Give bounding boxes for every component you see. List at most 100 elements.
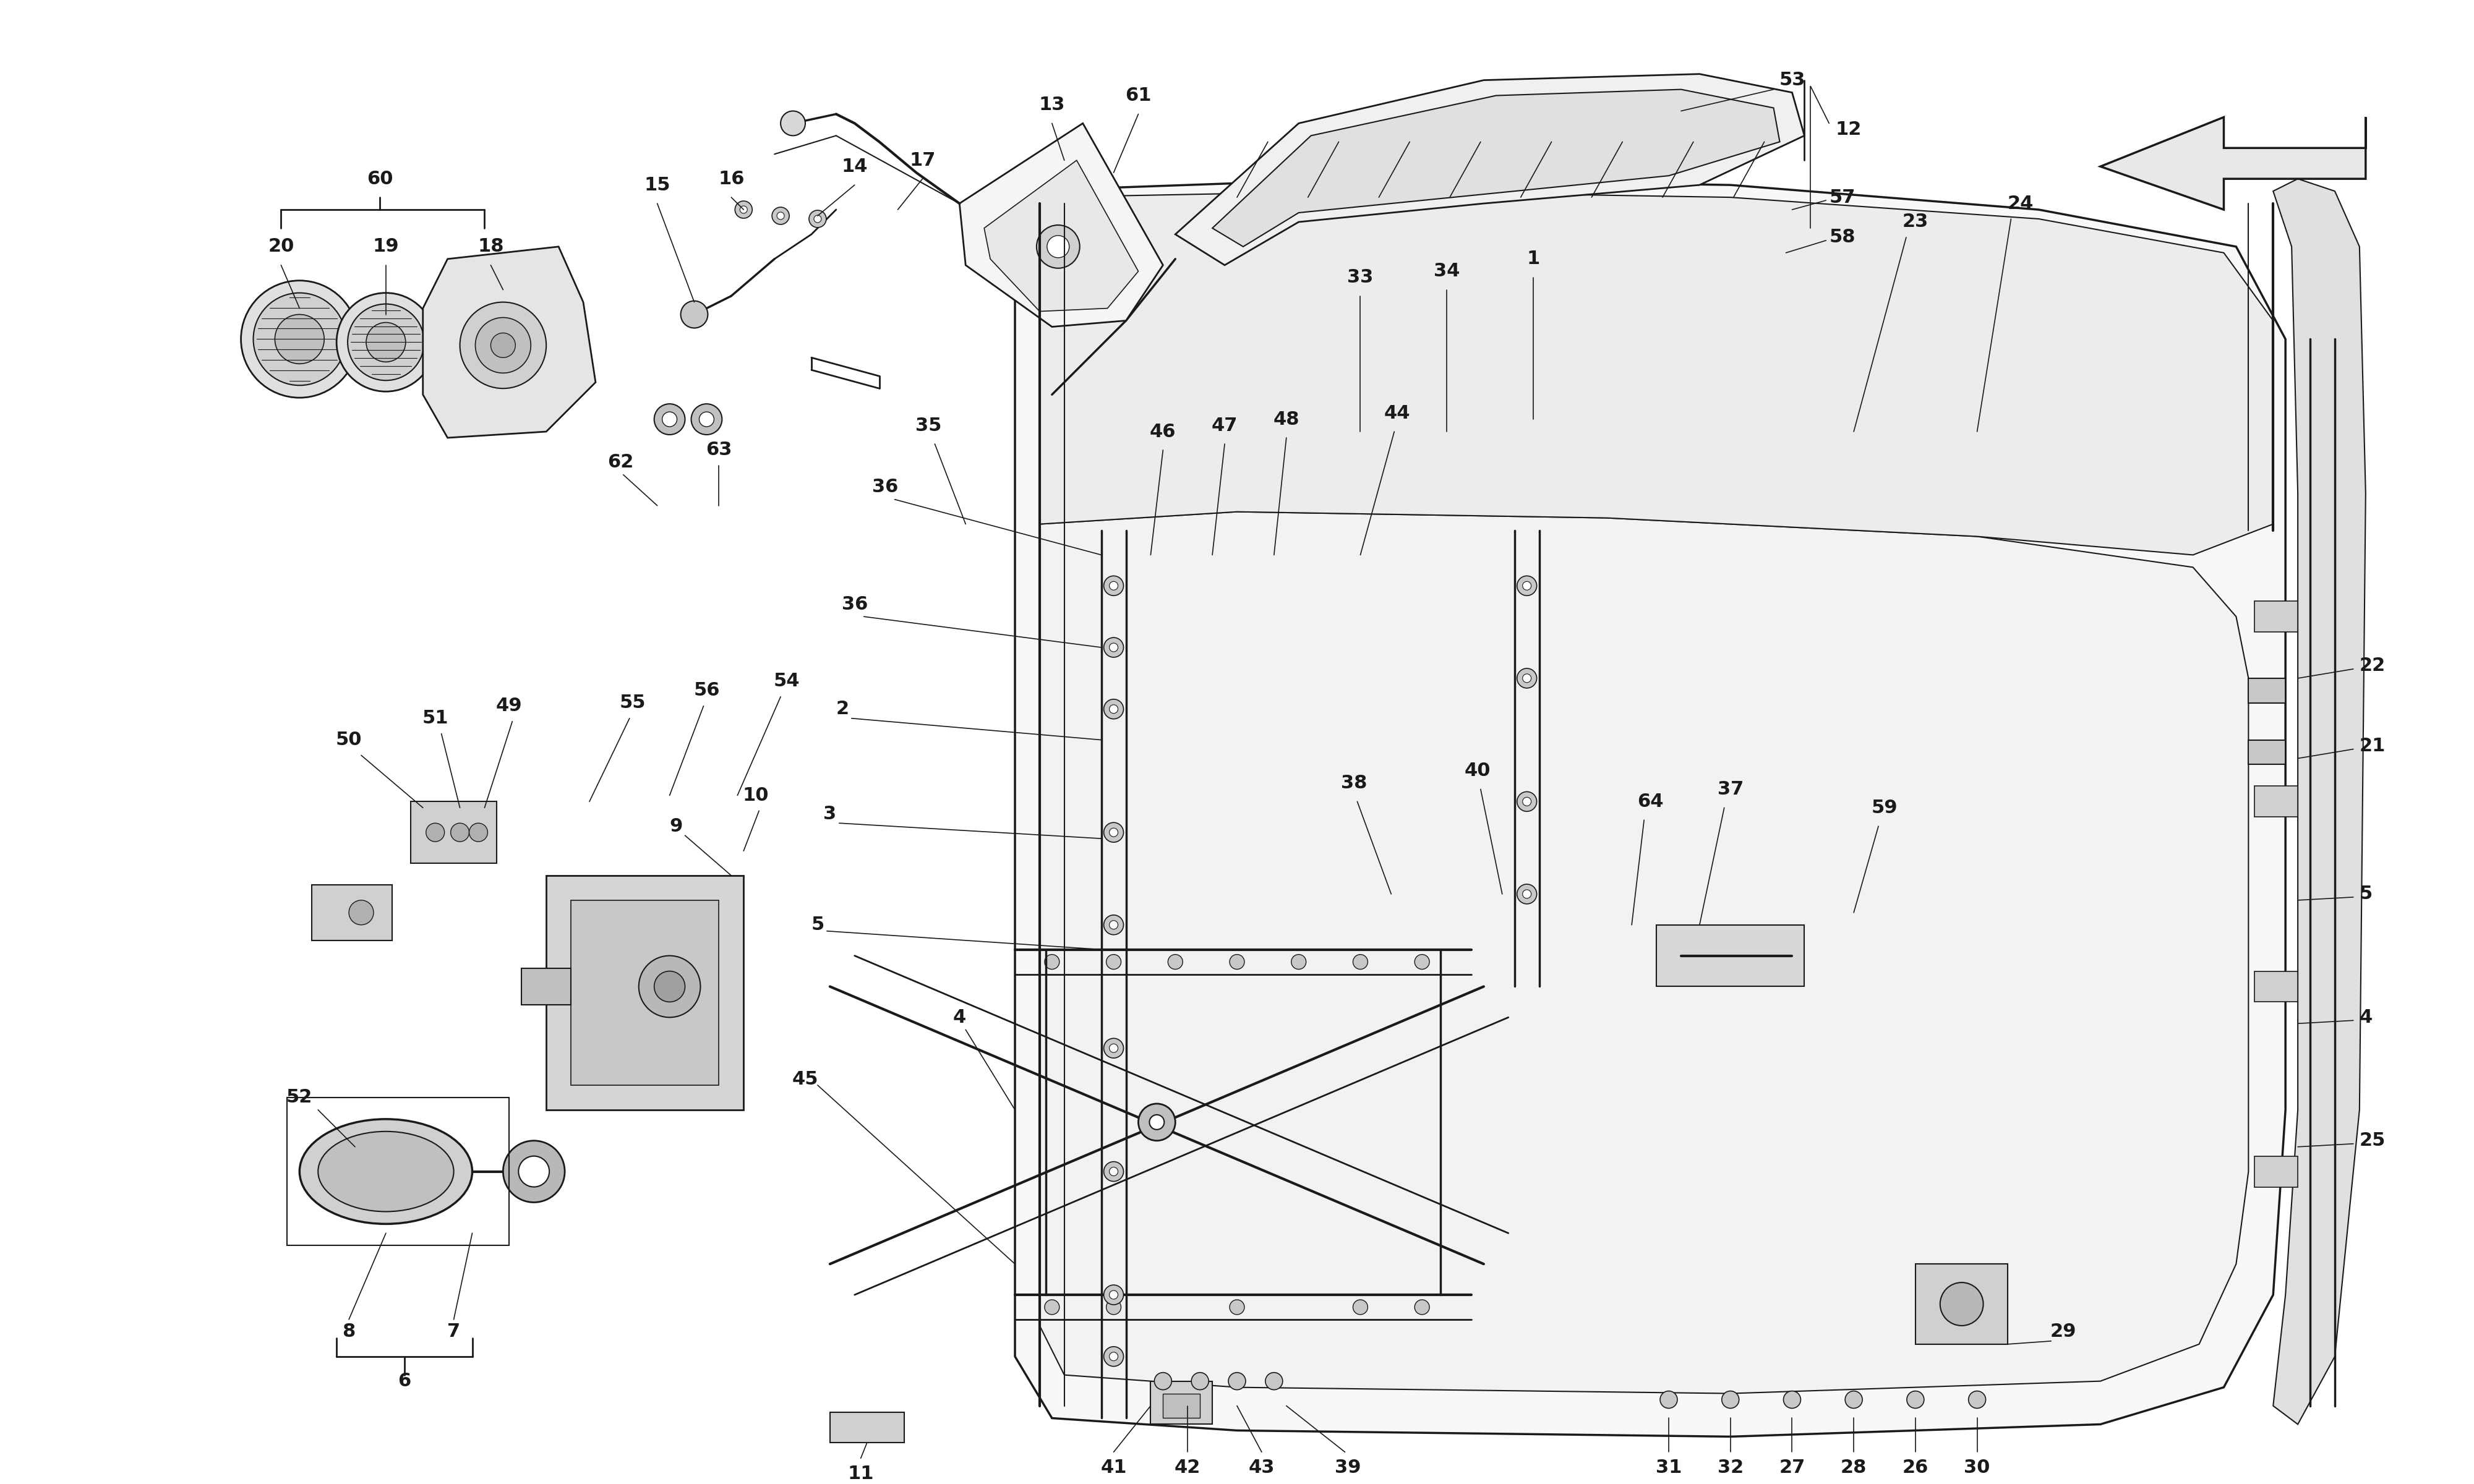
Circle shape — [275, 315, 324, 364]
Text: 1: 1 — [1526, 249, 1539, 269]
Circle shape — [1969, 1391, 1987, 1408]
Circle shape — [772, 208, 789, 224]
Circle shape — [1044, 954, 1059, 969]
Polygon shape — [1175, 74, 1804, 266]
Text: 64: 64 — [1638, 792, 1663, 810]
Circle shape — [1517, 576, 1536, 595]
Text: 53: 53 — [1779, 71, 1806, 89]
Text: 23: 23 — [1903, 214, 1930, 232]
Text: 16: 16 — [717, 169, 745, 188]
Circle shape — [1291, 954, 1306, 969]
Text: 36: 36 — [841, 595, 868, 613]
Circle shape — [1103, 916, 1123, 935]
Circle shape — [1103, 1039, 1123, 1058]
Circle shape — [1907, 1391, 1925, 1408]
Text: 2: 2 — [836, 700, 849, 718]
Text: 40: 40 — [1465, 761, 1492, 779]
Text: 54: 54 — [774, 672, 799, 690]
Text: 15: 15 — [643, 177, 670, 194]
Circle shape — [740, 206, 747, 214]
Circle shape — [1103, 576, 1123, 595]
Circle shape — [1108, 920, 1118, 929]
Circle shape — [1415, 1300, 1430, 1315]
Circle shape — [653, 971, 685, 1002]
Circle shape — [1103, 699, 1123, 718]
Polygon shape — [2254, 787, 2298, 818]
Text: 62: 62 — [606, 454, 633, 472]
Circle shape — [1846, 1391, 1863, 1408]
Circle shape — [426, 824, 445, 841]
Text: 43: 43 — [1249, 1459, 1274, 1477]
Text: 37: 37 — [1717, 781, 1744, 798]
Circle shape — [1230, 954, 1244, 969]
Text: 52: 52 — [287, 1089, 312, 1107]
Text: 18: 18 — [477, 237, 505, 255]
Text: 32: 32 — [1717, 1459, 1744, 1477]
Circle shape — [502, 1141, 564, 1202]
Polygon shape — [522, 968, 571, 1005]
Polygon shape — [2274, 178, 2365, 1425]
Text: 36: 36 — [873, 478, 898, 496]
Circle shape — [735, 200, 752, 218]
Text: 21: 21 — [2360, 738, 2385, 755]
Circle shape — [1106, 954, 1121, 969]
Circle shape — [1044, 1300, 1059, 1315]
Text: 57: 57 — [1828, 188, 1856, 206]
Text: 60: 60 — [366, 169, 393, 188]
Polygon shape — [2100, 117, 2365, 209]
Text: 4: 4 — [952, 1009, 965, 1027]
Circle shape — [1108, 705, 1118, 714]
Circle shape — [349, 304, 423, 380]
Circle shape — [470, 824, 487, 841]
Text: 51: 51 — [423, 709, 448, 727]
Text: 63: 63 — [705, 441, 732, 459]
Circle shape — [1108, 1168, 1118, 1175]
Circle shape — [1108, 828, 1118, 837]
Text: 12: 12 — [1836, 120, 1860, 138]
Polygon shape — [1150, 1382, 1212, 1425]
Polygon shape — [411, 801, 497, 864]
Text: 24: 24 — [2006, 194, 2034, 212]
Text: 61: 61 — [1126, 86, 1150, 104]
Polygon shape — [2249, 678, 2286, 703]
Polygon shape — [829, 1411, 903, 1442]
Polygon shape — [1163, 1393, 1200, 1419]
Polygon shape — [571, 901, 720, 1085]
Circle shape — [1168, 954, 1183, 969]
Circle shape — [1103, 1162, 1123, 1181]
Circle shape — [1522, 674, 1531, 683]
Text: 4: 4 — [2360, 1009, 2373, 1027]
Circle shape — [1192, 1373, 1210, 1391]
Text: 27: 27 — [1779, 1459, 1806, 1477]
Polygon shape — [547, 876, 745, 1110]
Circle shape — [638, 956, 700, 1018]
Circle shape — [1108, 1043, 1118, 1052]
Polygon shape — [1915, 1264, 2009, 1345]
Circle shape — [366, 322, 406, 362]
Circle shape — [349, 901, 374, 925]
Polygon shape — [2254, 601, 2298, 632]
Text: 13: 13 — [1039, 96, 1066, 114]
Circle shape — [1522, 890, 1531, 898]
Text: 20: 20 — [267, 237, 294, 255]
Text: 59: 59 — [1870, 798, 1898, 816]
Circle shape — [1940, 1282, 1984, 1325]
Circle shape — [1103, 638, 1123, 657]
Circle shape — [450, 824, 470, 841]
Text: 11: 11 — [849, 1465, 873, 1483]
Circle shape — [1522, 582, 1531, 591]
Circle shape — [252, 292, 346, 386]
Circle shape — [814, 215, 821, 223]
Text: 42: 42 — [1175, 1459, 1200, 1477]
Text: 25: 25 — [2360, 1132, 2385, 1150]
Text: 45: 45 — [792, 1070, 819, 1088]
Circle shape — [1415, 954, 1430, 969]
Text: 30: 30 — [1964, 1459, 1989, 1477]
Text: 28: 28 — [1841, 1459, 1868, 1477]
Text: 35: 35 — [915, 417, 943, 435]
Circle shape — [663, 413, 678, 427]
Polygon shape — [1212, 89, 1779, 246]
Text: 39: 39 — [1336, 1459, 1361, 1477]
Circle shape — [1353, 954, 1368, 969]
Circle shape — [460, 303, 547, 389]
